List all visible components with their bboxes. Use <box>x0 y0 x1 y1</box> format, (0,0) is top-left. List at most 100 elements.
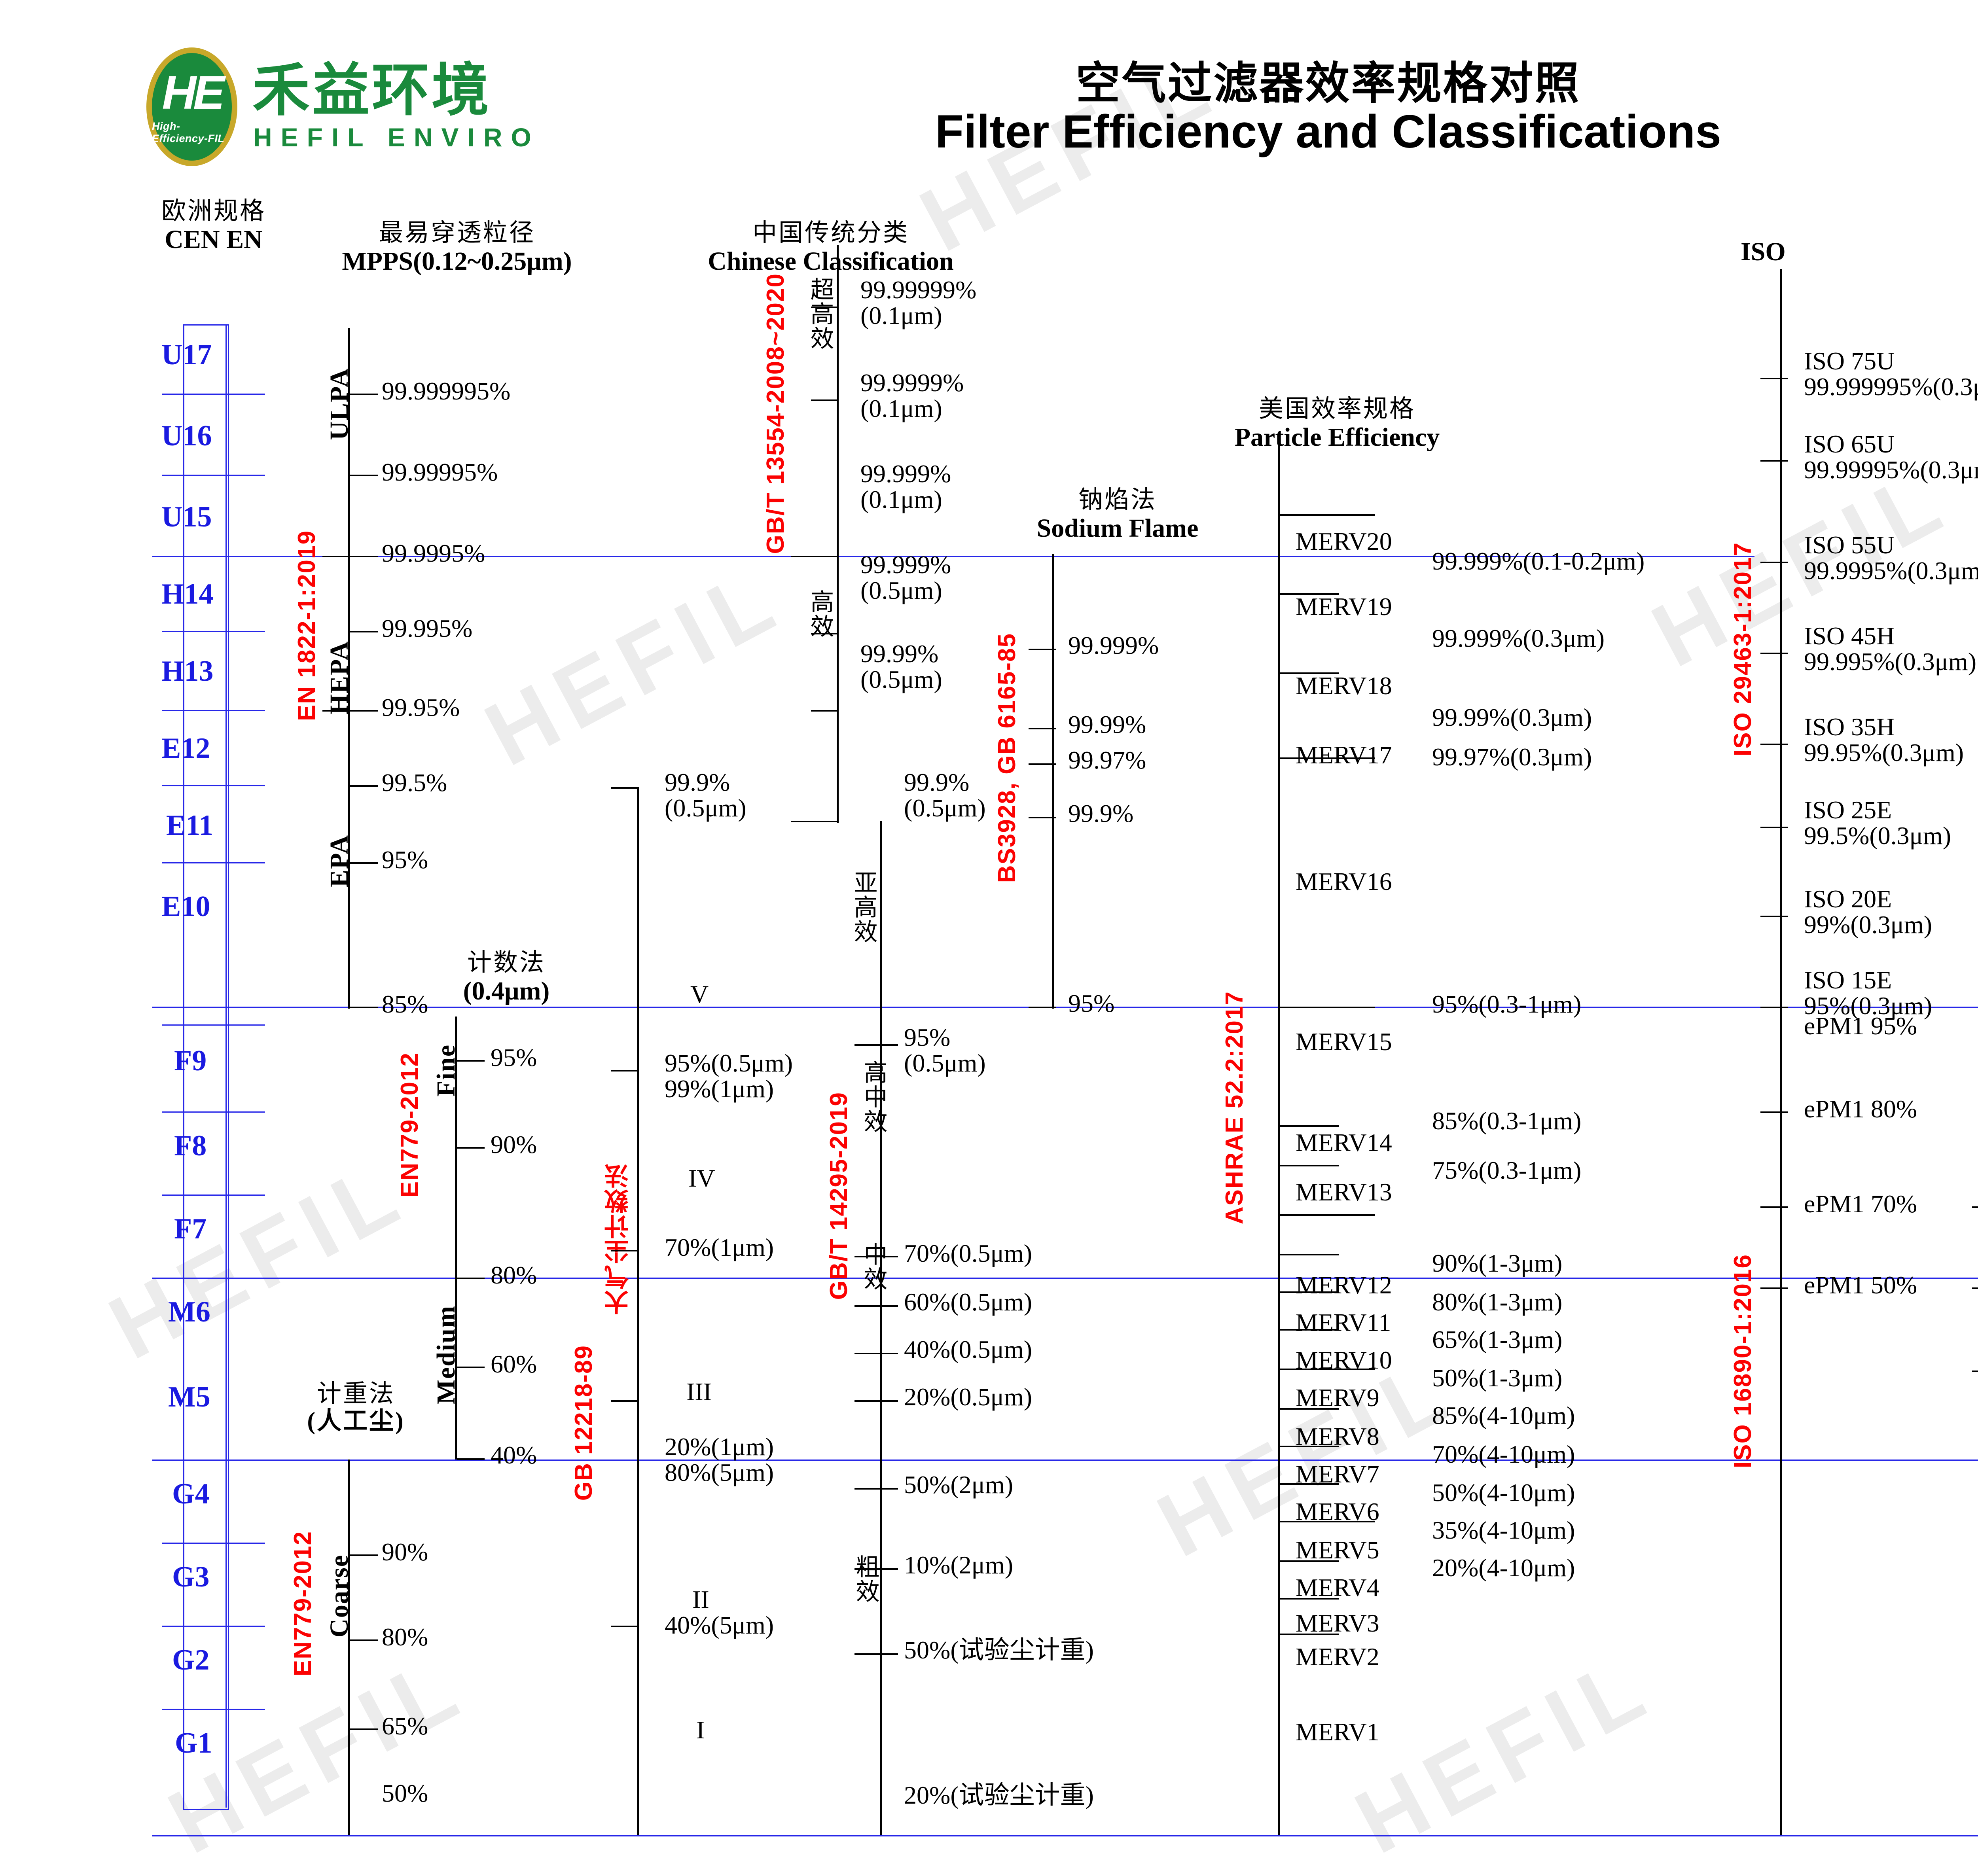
cen-class-f7: F7 <box>174 1213 207 1245</box>
sodium-value: 99.999% <box>1068 631 1159 659</box>
mpps-value: 99.5% <box>382 769 447 797</box>
standard-ashrae-label: ASHRAE 52.2:2017 <box>1221 991 1248 1225</box>
merv-efficiency: 85%(0.3-1μm) <box>1432 1107 1582 1135</box>
iso-tick <box>1760 744 1788 745</box>
cen-row-divider <box>162 1543 265 1544</box>
standard-iso16890-label: ISO 16890-1:2016 <box>1729 1254 1756 1469</box>
gbt13554-value-main: 99.9999% <box>860 369 964 397</box>
merv-class: MERV1 <box>1296 1718 1379 1746</box>
gbt13554-value-main: 99.999% <box>860 460 951 488</box>
gb12218-value: 70%(1μm) <box>665 1233 774 1261</box>
cen-class-u15: U15 <box>161 501 212 533</box>
merv-tick <box>1280 1483 1339 1485</box>
mpps-value: 99.95% <box>382 693 460 721</box>
gbt13554-value: 99.999% (0.5μm) <box>860 552 951 604</box>
iso-grade-entry: ISO 25E 99.5%(0.3μm) <box>1804 797 1951 849</box>
header-sodium-en: Sodium Flame <box>1036 514 1199 543</box>
company-name-cn: 禾益环境 <box>252 58 491 122</box>
en779-fine-value: 90% <box>491 1130 537 1159</box>
header-mpps-en: MPPS(0.12~0.25μm) <box>342 247 572 276</box>
merv-tick <box>1280 757 1375 759</box>
cen-row-divider <box>162 862 265 863</box>
cen-row-divider <box>162 1709 265 1710</box>
mpps-tick <box>350 631 378 632</box>
group-gaoxiao-label: 高效 <box>807 589 833 638</box>
cen-row-divider <box>162 1195 265 1196</box>
merv-class: MERV19 <box>1296 593 1392 621</box>
gbt14295-tick <box>854 1568 898 1570</box>
gb12218-value: 20%(1μm) 80%(5μm) <box>665 1434 774 1486</box>
merv-class: MERV13 <box>1296 1178 1392 1206</box>
merv-class: MERV17 <box>1296 741 1392 769</box>
group-fine-label: Fine <box>432 1044 460 1097</box>
iso-grade: ISO 15E <box>1804 966 1892 994</box>
en779-fine-tick <box>457 1147 485 1149</box>
merv-tick <box>1280 1291 1339 1293</box>
group-medium-label: Medium <box>432 1305 460 1405</box>
mpps-tick <box>350 1007 378 1008</box>
merv-efficiency: 99.99%(0.3μm) <box>1432 703 1592 731</box>
sodium-tick <box>1029 649 1056 650</box>
merv-class: MERV18 <box>1296 672 1392 700</box>
cen-class-g1: G1 <box>175 1727 212 1759</box>
group-zhongxiao-label: 中效 <box>860 1242 887 1291</box>
gbt14295-value: 50%(试验尘计重) <box>904 1636 1094 1664</box>
gb12218-value-sub: 80%(5μm) <box>665 1458 774 1487</box>
sodium-tick <box>1029 728 1056 729</box>
header-sodium-cn: 钠焰法 <box>1078 487 1157 513</box>
gb12218-tick <box>611 1626 639 1627</box>
iso-grade: ISO 55U <box>1804 531 1895 559</box>
gb12218-tick <box>611 1070 639 1071</box>
merv-tick <box>1280 1446 1339 1447</box>
gbt14295-value: 99.9% (0.5μm) <box>904 769 986 821</box>
merv-tick <box>1280 1125 1339 1127</box>
merv-efficiency: 50%(4-10μm) <box>1432 1478 1575 1507</box>
header-gravimetric-cn: 计重法 <box>316 1380 395 1407</box>
gb12218-class-v: V <box>690 980 709 1008</box>
sodium-tick <box>1029 817 1056 818</box>
merv-class: MERV11 <box>1296 1308 1391 1336</box>
header-merv: 美国效率规格 Particle Efficiency <box>1159 396 1515 452</box>
standard-gb12218-label: GB 12218-89 <box>570 1345 597 1501</box>
mpps-value: 99.99995% <box>382 458 498 486</box>
iso-efficiency: 99.95%(0.3μm) <box>1804 738 1964 767</box>
cen-row-divider <box>162 475 265 476</box>
gbt14295-value: 20%(试验尘计重) <box>904 1781 1094 1809</box>
iso16890-epm1: ePM1 95% <box>1804 1012 1917 1040</box>
gb12218-value: 40%(5μm) <box>665 1611 774 1639</box>
standard-en779-coarse-label: EN779-2012 <box>289 1531 316 1677</box>
epm25-tick <box>1972 1287 1978 1289</box>
gbt13554-value: 99.999% (0.1μm) <box>860 461 951 513</box>
merv-class: MERV20 <box>1296 527 1392 555</box>
merv-efficiency: 50%(1-3μm) <box>1432 1364 1563 1392</box>
gbt13554-value-main: 99.99999% <box>860 276 977 304</box>
epm25-tick <box>1972 1371 1978 1372</box>
merv-efficiency: 35%(4-10μm) <box>1432 1516 1575 1544</box>
gbt14295-tick <box>854 1353 898 1354</box>
iso-efficiency: 99%(0.3μm) <box>1804 911 1933 939</box>
major-divider-g4 <box>152 1460 1978 1461</box>
en779-coarse-tick <box>350 1639 378 1641</box>
gbt14295-value-sub: (0.5μm) <box>904 794 986 822</box>
mpps-value: 99.999995% <box>382 377 511 405</box>
iso-tick <box>1760 562 1788 563</box>
bottom-rule <box>152 1835 1978 1836</box>
merv-axis <box>1278 443 1280 1835</box>
en779-fine-value: 40% <box>491 1441 537 1469</box>
gbt14295-value: 70%(0.5μm) <box>904 1239 1033 1267</box>
iso-grade-entry: ISO 45H 99.995%(0.3μm) <box>1804 623 1976 675</box>
iso16890-epm1: ePM1 50% <box>1804 1271 1917 1299</box>
gbt14295-value: 20%(0.5μm) <box>904 1383 1033 1411</box>
iso-efficiency: 99.5%(0.3μm) <box>1804 822 1951 850</box>
cen-row-divider <box>162 1024 265 1026</box>
gbt14295-tick <box>854 1488 898 1490</box>
group-chaogaoxiao-label: 超高效 <box>807 277 833 350</box>
gb12218-value: 95%(0.5μm) 99%(1μm) <box>665 1050 793 1102</box>
gbt14295-axis <box>880 821 882 1835</box>
iso16890-epm1: ePM1 80% <box>1804 1095 1917 1123</box>
group-gaozhongxiao-label: 高中效 <box>860 1060 887 1134</box>
iso-grade-entry: ISO 55U 99.9995%(0.3μm) <box>1804 532 1978 584</box>
major-divider-hepa <box>152 556 1754 557</box>
en779-fine-tick <box>457 1458 485 1460</box>
merv-tick <box>1280 1254 1339 1255</box>
